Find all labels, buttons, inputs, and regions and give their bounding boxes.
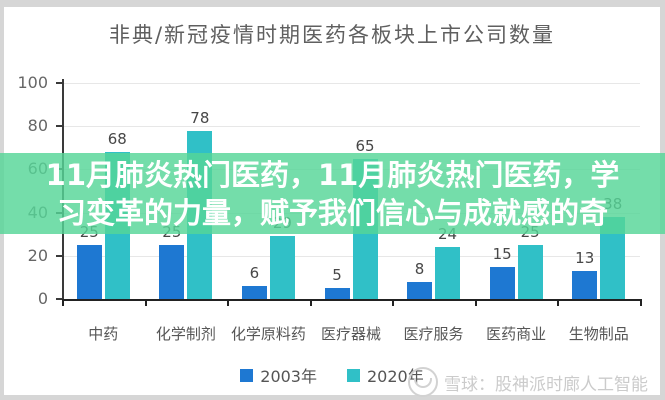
gridline — [62, 255, 640, 257]
overlay-text-line2: 习变革的力量，赋予我们信心与成就感的奇 — [56, 195, 608, 230]
overlay-text-line1: 11月肺炎热门医药，11月肺炎热门医药，学 — [45, 157, 620, 192]
watermark-text: 雪球：股神派时廊人工智能 — [444, 374, 648, 395]
bar-2003年-中药 — [76, 245, 102, 299]
watermark: 雪球：股神派时廊人工智能 — [408, 367, 648, 397]
y-axis-tick — [56, 254, 63, 257]
y-axis-tick-label: 0 — [37, 289, 48, 308]
legend-swatch — [347, 368, 360, 382]
y-axis-tick-label: 100 — [17, 73, 48, 92]
snowball-logo-icon — [408, 367, 438, 397]
category-label-医疗器械: 医疗器械 — [320, 325, 381, 343]
gridline — [62, 126, 640, 128]
bar-2003年-生物制品 — [572, 271, 598, 299]
bar-value-label: 6 — [249, 264, 260, 282]
bar-value-label: 13 — [575, 249, 595, 267]
gridline — [62, 83, 640, 84]
bar-2003年-医药商业 — [489, 267, 515, 299]
y-axis-tick-label: 20 — [27, 245, 48, 265]
legend-item-2003年: 2003年 — [240, 363, 317, 387]
x-axis — [62, 299, 642, 301]
bar-2003年-医疗器械 — [324, 288, 350, 299]
legend-swatch — [240, 368, 254, 382]
bar-value-label: 78 — [190, 109, 210, 127]
category-label-化学原料药: 化学原料药 — [230, 325, 306, 343]
overlay-banner: 11月肺炎热门医药，11月肺炎热门医药，学 习变革的力量，赋予我们信心与成就感的… — [0, 153, 665, 234]
category-label-医疗服务: 医疗服务 — [403, 325, 464, 343]
category-label-中药: 中药 — [88, 325, 119, 343]
bar-value-label: 5 — [332, 266, 342, 284]
y-axis-tick — [56, 125, 63, 128]
legend-label: 2003年 — [260, 367, 317, 386]
bar-value-label: 15 — [492, 245, 512, 263]
bar-value-label: 68 — [107, 130, 127, 148]
bar-value-label: 8 — [414, 260, 425, 278]
x-axis-tick — [62, 301, 64, 306]
x-axis-tick — [557, 301, 560, 306]
category-label-化学制剂: 化学制剂 — [155, 325, 216, 343]
x-axis-tick — [474, 301, 477, 306]
category-label-医药商业: 医药商业 — [486, 325, 547, 343]
chart-title: 非典/新冠疫情时期医药各板块上市公司数量 — [108, 23, 556, 47]
bar-2003年-医疗服务 — [407, 282, 433, 299]
y-axis-tick-label: 80 — [27, 116, 48, 136]
bar-2020年-医疗服务 — [435, 247, 461, 299]
y-axis-tick — [56, 298, 63, 300]
y-axis-tick — [56, 82, 63, 84]
x-axis-tick — [227, 301, 230, 306]
x-axis-tick — [640, 301, 642, 306]
bar-2020年-化学原料药 — [269, 236, 295, 299]
bar-value-label: 65 — [355, 137, 375, 155]
category-label-生物制品: 生物制品 — [568, 325, 629, 343]
x-axis-tick — [392, 301, 395, 306]
bar-2020年-医药商业 — [517, 245, 543, 299]
bar-2003年-化学原料药 — [241, 286, 267, 299]
x-axis-tick — [144, 301, 147, 306]
x-axis-tick — [309, 301, 312, 306]
bar-2003年-化学制剂 — [159, 245, 185, 299]
